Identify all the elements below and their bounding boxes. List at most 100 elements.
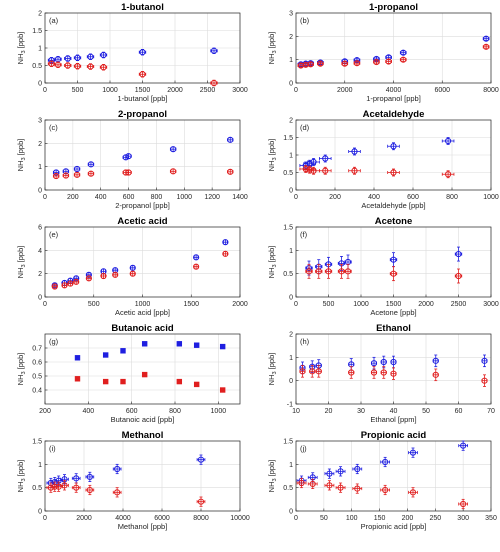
x-tick-label: 2000 [76, 515, 92, 522]
data-marker [298, 479, 305, 487]
data-point [482, 35, 490, 42]
x-tick-label: 200 [329, 194, 341, 201]
data-marker [125, 153, 132, 160]
data-marker [129, 270, 136, 277]
data-marker [326, 470, 333, 477]
x-tick-label: 8000 [483, 87, 499, 94]
data-marker [73, 475, 80, 482]
data-marker [222, 250, 229, 257]
data-marker [227, 168, 234, 175]
data-marker [87, 161, 95, 168]
data-point [380, 366, 387, 379]
data-point [54, 481, 63, 492]
data-point [60, 480, 69, 491]
data-marker [47, 484, 54, 491]
data-point [86, 63, 95, 70]
data-marker [400, 56, 407, 63]
data-point [307, 61, 314, 68]
data-point [387, 142, 400, 151]
data-point [73, 165, 81, 173]
data-point [389, 266, 398, 282]
data-marker [100, 51, 107, 59]
chart-panel-6: 0 500 1000 1500 2000 2500 3000 0 0.5 1 1.5 Acetone (… [267, 216, 499, 317]
data-point [458, 498, 469, 510]
data-point [62, 168, 70, 175]
data-marker [380, 369, 387, 376]
data-point [222, 239, 229, 246]
data-series-1 [52, 136, 234, 176]
data-point [61, 282, 68, 289]
data-marker [74, 54, 81, 61]
data-marker [100, 272, 107, 280]
data-marker [139, 71, 146, 78]
data-marker [455, 272, 462, 280]
data-marker [305, 268, 313, 275]
y-tick-label: 0 [289, 81, 293, 88]
data-point [380, 355, 387, 369]
data-point [47, 60, 56, 67]
data-marker [390, 270, 397, 277]
data-point [71, 482, 81, 493]
data-point [305, 263, 313, 279]
data-marker [338, 268, 345, 275]
data-point [307, 158, 320, 166]
data-marker [390, 143, 397, 150]
data-marker [87, 63, 94, 70]
x-axis-label: Butanoic acid [ppb] [111, 415, 175, 424]
data-point [318, 166, 332, 175]
data-marker [299, 368, 306, 375]
data-marker [73, 165, 81, 173]
data-marker [193, 254, 200, 261]
x-axis-label: 1-propanol [ppb] [366, 94, 421, 103]
data-marker [455, 250, 462, 258]
x-tick-label: 3000 [483, 301, 499, 308]
y-axis-label: NH3 [ppb] [16, 460, 27, 493]
data-point [141, 371, 148, 378]
data-marker [302, 165, 309, 173]
data-marker [460, 500, 467, 508]
data-point [309, 365, 316, 378]
data-marker [380, 358, 387, 366]
data-marker [53, 172, 60, 180]
data-marker [382, 458, 389, 466]
data-marker [141, 341, 148, 347]
x-tick-label: 150 [374, 515, 386, 522]
data-marker [309, 480, 316, 488]
data-point [125, 153, 132, 160]
data-point [54, 56, 62, 63]
x-axis-label: Propionic acid [ppb] [361, 522, 427, 531]
data-point [441, 137, 455, 145]
data-marker [170, 168, 177, 175]
data-point [102, 378, 109, 385]
data-marker [341, 60, 348, 67]
data-marker [74, 355, 81, 361]
data-point [454, 268, 463, 284]
data-point [129, 264, 136, 271]
x-tick-label: 1000 [176, 194, 192, 201]
data-point [348, 147, 361, 156]
data-marker [309, 368, 316, 375]
data-series-2 [305, 263, 463, 284]
y-tick-label: 1 [38, 164, 42, 171]
x-tick-label: 8000 [193, 515, 209, 522]
x-tick-label: 0 [43, 515, 47, 522]
data-series-1 [296, 440, 469, 486]
data-point [120, 378, 126, 385]
x-axis-label: Acetone [ppb] [370, 308, 416, 317]
y-tick-label: 3 [38, 118, 42, 125]
data-point [373, 58, 380, 66]
data-point [99, 51, 108, 59]
data-marker [85, 275, 92, 282]
data-point [222, 250, 229, 257]
data-marker [382, 486, 389, 494]
x-tick-label: 400 [82, 408, 94, 415]
chart-title: Methanol [122, 430, 164, 441]
chart-title: Ethanol [376, 323, 411, 334]
data-point [210, 47, 218, 54]
data-series-2 [299, 165, 455, 179]
data-marker [86, 486, 93, 494]
data-marker [409, 489, 417, 496]
data-marker [67, 280, 74, 287]
data-point [176, 341, 183, 347]
